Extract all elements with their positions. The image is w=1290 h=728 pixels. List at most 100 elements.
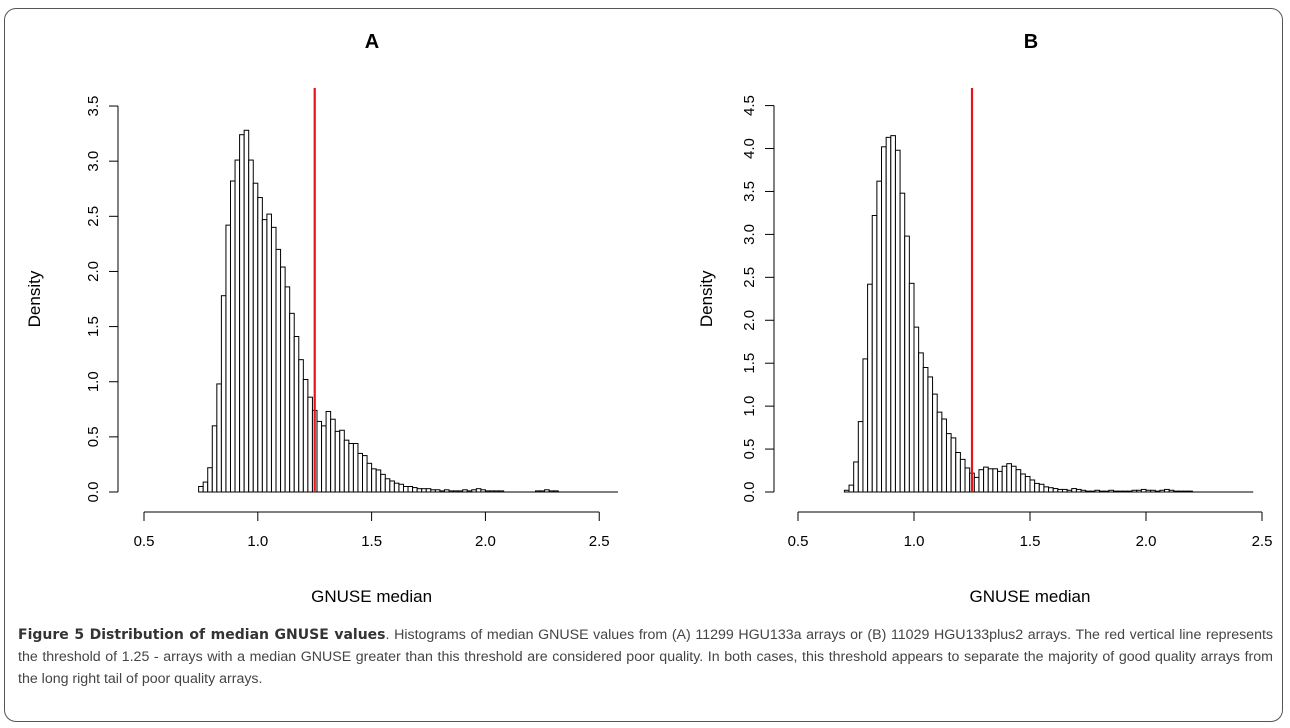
histogram-bar xyxy=(881,146,887,493)
histogram-bar xyxy=(885,136,892,493)
histogram-bar xyxy=(380,473,386,493)
y-tick-label: 3.5 xyxy=(85,96,102,117)
histogram-bar xyxy=(1099,490,1105,493)
histogram-bar xyxy=(234,159,241,493)
y-tick-label: 0.5 xyxy=(741,439,758,460)
histogram-bar xyxy=(867,283,873,493)
histogram-bar xyxy=(950,437,957,493)
histogram-bar xyxy=(434,489,441,493)
x-axis-label: GNUSE median xyxy=(311,587,432,606)
caption-text: . Histograms of median GNUSE values from… xyxy=(18,627,1273,687)
histogram-bar xyxy=(1085,490,1091,493)
histogram-bar xyxy=(904,235,910,493)
histogram-bar xyxy=(913,326,920,493)
histogram-bar xyxy=(973,476,980,493)
histogram-bar xyxy=(198,485,204,493)
histogram-bar xyxy=(1071,488,1077,493)
x-tick-label: 2.5 xyxy=(1252,533,1273,550)
histogram-bar xyxy=(443,489,450,493)
histogram-bar xyxy=(1038,483,1045,493)
histogram-bar xyxy=(407,485,414,493)
histogram-bar xyxy=(389,480,395,493)
histogram-bar xyxy=(918,352,924,493)
y-tick-label: 4.5 xyxy=(741,95,758,116)
histogram-bar xyxy=(890,135,896,493)
histogram-bar xyxy=(535,490,541,493)
histogram-bar xyxy=(1126,490,1133,493)
histogram-bar xyxy=(211,425,218,493)
histogram-bar xyxy=(983,466,989,493)
y-axis-label: Density xyxy=(25,270,44,327)
histogram-panel-a: A 0.5 1.0 1.5 2.0 2.5 GNUSE median 0.0 0.5 1.0 1.5… xyxy=(25,31,618,606)
histogram-bar xyxy=(932,393,938,493)
y-tick-label: 2.0 xyxy=(85,261,102,282)
histogram-bar xyxy=(1131,489,1138,493)
x-tick-label: 1.5 xyxy=(1020,533,1041,550)
histogram-bar xyxy=(298,359,304,493)
histogram-bar xyxy=(475,488,482,493)
histogram-bar xyxy=(945,433,952,493)
histogram-bar xyxy=(416,488,423,493)
histogram-bar xyxy=(398,483,404,493)
histogram-bar xyxy=(284,286,291,493)
histogram-bar xyxy=(553,490,559,493)
histogram-bar xyxy=(412,487,418,493)
histogram-bar xyxy=(1150,489,1156,493)
y-tick-label: 0.5 xyxy=(85,426,102,447)
y-tick-label: 3.0 xyxy=(85,151,102,172)
y-tick-label: 2.5 xyxy=(741,267,758,288)
histogram-bar xyxy=(357,452,364,493)
histogram-bar xyxy=(489,490,496,493)
y-tick-label: 3.0 xyxy=(741,224,758,245)
histogram-bar xyxy=(941,418,947,493)
histogram-bar xyxy=(1001,465,1008,493)
histogram-bar xyxy=(548,490,555,493)
y-tick-label: 3.5 xyxy=(741,181,758,202)
histogram-bar xyxy=(1048,487,1054,493)
histogram-bar xyxy=(1122,490,1128,493)
histogram-bar xyxy=(1052,488,1059,493)
histogram-bar xyxy=(248,159,254,493)
figure-caption: Figure 5 Distribution of median GNUSE va… xyxy=(18,624,1273,690)
histogram-bar xyxy=(484,490,491,493)
histogram-bar xyxy=(229,180,236,493)
histogram-bar xyxy=(316,420,323,493)
histogram-bar xyxy=(1006,463,1012,493)
histogram-bar xyxy=(876,180,883,493)
histogram-bar xyxy=(899,192,906,493)
histogram-bar xyxy=(1029,479,1036,493)
histogram-bar xyxy=(1164,488,1170,493)
figure-frame xyxy=(4,8,1283,722)
histogram-bar xyxy=(1043,486,1050,493)
histogram-bar xyxy=(927,376,934,493)
histogram-panel-b: B 0.5 1.0 1.5 2.0 2.5 GNUSE median 0.0 0.5 1.0 1.5… xyxy=(697,31,1273,606)
y-tick-label: 1.0 xyxy=(741,396,758,417)
x-tick-label: 2.0 xyxy=(1136,533,1157,550)
histogram-bar xyxy=(202,481,209,493)
histogram-bar xyxy=(1117,490,1124,493)
x-tick-label: 1.0 xyxy=(247,533,268,550)
histogram-bar xyxy=(1034,482,1040,493)
histogram-bar xyxy=(857,421,864,493)
histogram-bar xyxy=(462,489,468,493)
histogram-bar xyxy=(266,213,272,493)
y-tick-label: 1.0 xyxy=(85,371,102,392)
histogram-bar xyxy=(987,468,994,493)
histogram-bar xyxy=(1140,488,1147,493)
histogram-bar xyxy=(1061,488,1068,493)
histogram-bar xyxy=(289,312,295,493)
histogram-bar xyxy=(252,182,259,493)
histogram-bar xyxy=(1113,490,1119,493)
histogram-bar xyxy=(457,490,464,493)
y-tick-label: 4.0 xyxy=(741,138,758,159)
histogram-bar xyxy=(1168,489,1175,493)
histogram-bar xyxy=(1145,489,1152,493)
histogram-bar xyxy=(261,219,268,493)
x-tick-label: 1.5 xyxy=(361,533,382,550)
y-tick-label: 2.5 xyxy=(85,206,102,227)
histogram-bar xyxy=(393,482,400,493)
histogram-bar xyxy=(362,455,368,493)
histogram-bar xyxy=(270,226,277,493)
histogram-bar xyxy=(1159,489,1166,493)
histogram-bar xyxy=(498,490,505,493)
